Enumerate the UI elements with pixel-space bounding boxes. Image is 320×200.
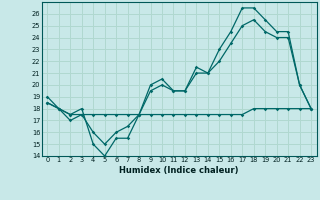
X-axis label: Humidex (Indice chaleur): Humidex (Indice chaleur) — [119, 166, 239, 175]
